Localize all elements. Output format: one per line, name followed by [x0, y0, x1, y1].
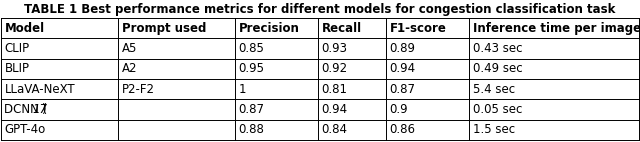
Text: 0.87: 0.87	[390, 83, 415, 96]
Text: 5.4 sec: 5.4 sec	[472, 83, 515, 96]
Text: GPT-4o: GPT-4o	[4, 123, 45, 136]
Text: 0.94: 0.94	[390, 62, 416, 75]
Text: 0.87: 0.87	[239, 103, 264, 116]
Text: 0.81: 0.81	[322, 83, 348, 96]
Text: Model: Model	[4, 22, 45, 35]
Text: 0.49 sec: 0.49 sec	[472, 62, 522, 75]
Text: ): )	[42, 103, 46, 116]
Text: 0.94: 0.94	[322, 103, 348, 116]
Text: P2-F2: P2-F2	[122, 83, 154, 96]
Text: DCNN (: DCNN (	[4, 103, 48, 116]
Text: 0.88: 0.88	[239, 123, 264, 136]
Text: TABLE 1 Best performance metrics for different models for congestion classificat: TABLE 1 Best performance metrics for dif…	[24, 3, 616, 15]
Text: 0.43 sec: 0.43 sec	[472, 42, 522, 55]
Text: Inference time per image: Inference time per image	[472, 22, 640, 35]
Text: Prompt used: Prompt used	[122, 22, 206, 35]
Text: 0.89: 0.89	[390, 42, 415, 55]
Text: LLaVA-NeXT: LLaVA-NeXT	[4, 83, 75, 96]
Text: Recall: Recall	[322, 22, 362, 35]
Text: 0.93: 0.93	[322, 42, 348, 55]
Text: 0.05 sec: 0.05 sec	[472, 103, 522, 116]
Text: 0.9: 0.9	[390, 103, 408, 116]
Text: 17: 17	[33, 103, 47, 116]
Text: 0.84: 0.84	[322, 123, 348, 136]
Text: Precision: Precision	[239, 22, 300, 35]
Text: 1: 1	[239, 83, 246, 96]
Text: 0.92: 0.92	[322, 62, 348, 75]
Text: BLIP: BLIP	[4, 62, 29, 75]
Text: 0.86: 0.86	[390, 123, 415, 136]
Text: 0.85: 0.85	[239, 42, 264, 55]
Text: 1.5 sec: 1.5 sec	[472, 123, 515, 136]
Text: F1-score: F1-score	[390, 22, 447, 35]
Text: A2: A2	[122, 62, 137, 75]
Text: 0.95: 0.95	[239, 62, 264, 75]
Text: A5: A5	[122, 42, 137, 55]
Text: CLIP: CLIP	[4, 42, 29, 55]
